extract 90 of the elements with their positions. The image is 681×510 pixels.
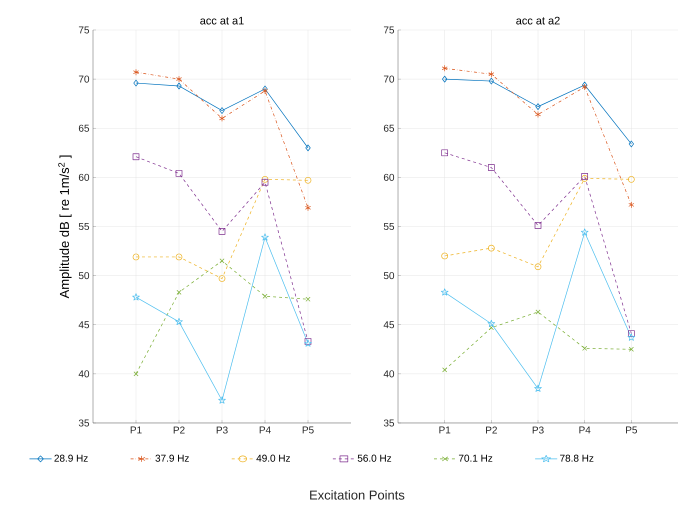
point xyxy=(488,320,496,328)
point xyxy=(262,294,268,299)
point xyxy=(218,275,226,282)
point xyxy=(176,290,182,295)
y-tick-label: 45 xyxy=(384,321,394,328)
point xyxy=(132,153,140,160)
point xyxy=(176,82,182,90)
point xyxy=(133,80,139,86)
point xyxy=(535,103,541,110)
point xyxy=(304,176,312,184)
point xyxy=(580,228,588,236)
point xyxy=(175,318,183,326)
point xyxy=(219,115,225,122)
point xyxy=(534,384,542,392)
y-tick-label: 65 xyxy=(384,124,394,132)
point xyxy=(218,228,226,235)
x-tick-label: P2 xyxy=(174,426,185,434)
point xyxy=(442,367,448,372)
legend-label: 56.0 Hz xyxy=(358,454,392,462)
chart-title: acc at a2 xyxy=(516,16,560,24)
point xyxy=(305,204,311,212)
point xyxy=(305,144,311,152)
x-tick-label: P5 xyxy=(302,426,314,434)
y-tick-label: 75 xyxy=(384,26,394,34)
point xyxy=(628,334,636,341)
point xyxy=(440,288,448,296)
point xyxy=(536,309,540,314)
y-tick-label: 35 xyxy=(78,419,90,427)
x-tick-label: P3 xyxy=(216,426,228,434)
x-tick-label: P5 xyxy=(626,426,638,434)
point xyxy=(441,149,448,156)
point xyxy=(176,170,182,177)
x-axis-title: Excitation Points xyxy=(310,490,404,500)
point xyxy=(534,222,542,229)
x-tick-label: P4 xyxy=(579,426,590,434)
point xyxy=(442,76,448,82)
point xyxy=(488,164,495,171)
y-tick-label: 55 xyxy=(78,223,90,230)
y-tick-label: 65 xyxy=(78,124,90,132)
legend-label: 28.9 Hz xyxy=(54,454,88,462)
point xyxy=(306,296,310,302)
y-tick-label: 45 xyxy=(78,321,90,328)
point xyxy=(132,293,140,300)
point xyxy=(628,346,634,352)
point xyxy=(628,330,635,337)
y-tick-label: 35 xyxy=(384,419,394,427)
point xyxy=(261,233,269,241)
point xyxy=(218,396,226,404)
point xyxy=(441,252,448,260)
y-tick-label: 55 xyxy=(384,223,394,230)
legend-label: 37.9 Hz xyxy=(155,454,189,462)
y-tick-label: 40 xyxy=(384,370,394,378)
y-tick-label: 60 xyxy=(78,174,90,181)
x-tick-label: P1 xyxy=(130,426,142,434)
point xyxy=(442,64,448,72)
point xyxy=(262,178,268,186)
point xyxy=(262,176,268,183)
point xyxy=(582,346,588,351)
x-tick-label: P1 xyxy=(439,426,450,434)
y-axis-title: Amplitude dB [ re 1m/s$^{2}$ ] xyxy=(58,156,72,298)
point xyxy=(488,244,495,252)
y-tick-label: 50 xyxy=(78,272,90,280)
point xyxy=(176,76,182,82)
y-tick-label: 60 xyxy=(384,174,394,181)
x-tick-label: P3 xyxy=(532,426,544,434)
point xyxy=(488,70,494,78)
legend-label: 49.0 Hz xyxy=(256,454,290,462)
y-tick-label: 70 xyxy=(384,76,394,83)
legend-label: 78.8 Hz xyxy=(560,454,594,462)
point xyxy=(133,68,139,76)
x-tick-label: P2 xyxy=(486,426,497,434)
chart-title: acc at a1 xyxy=(200,16,244,24)
point xyxy=(134,371,138,376)
point xyxy=(628,202,634,208)
point xyxy=(488,325,494,330)
point xyxy=(628,140,634,148)
point xyxy=(176,254,182,260)
y-tick-label: 75 xyxy=(78,26,90,34)
point xyxy=(132,254,140,260)
y-tick-label: 70 xyxy=(78,76,90,83)
point xyxy=(488,78,494,84)
y-tick-label: 40 xyxy=(78,370,90,378)
point xyxy=(534,263,542,270)
legend-label: 70.1 Hz xyxy=(458,454,492,462)
point xyxy=(220,258,224,264)
y-tick-label: 50 xyxy=(384,272,394,280)
point xyxy=(628,176,635,183)
point xyxy=(219,107,225,114)
point xyxy=(535,111,541,118)
x-tick-label: P4 xyxy=(260,426,271,434)
